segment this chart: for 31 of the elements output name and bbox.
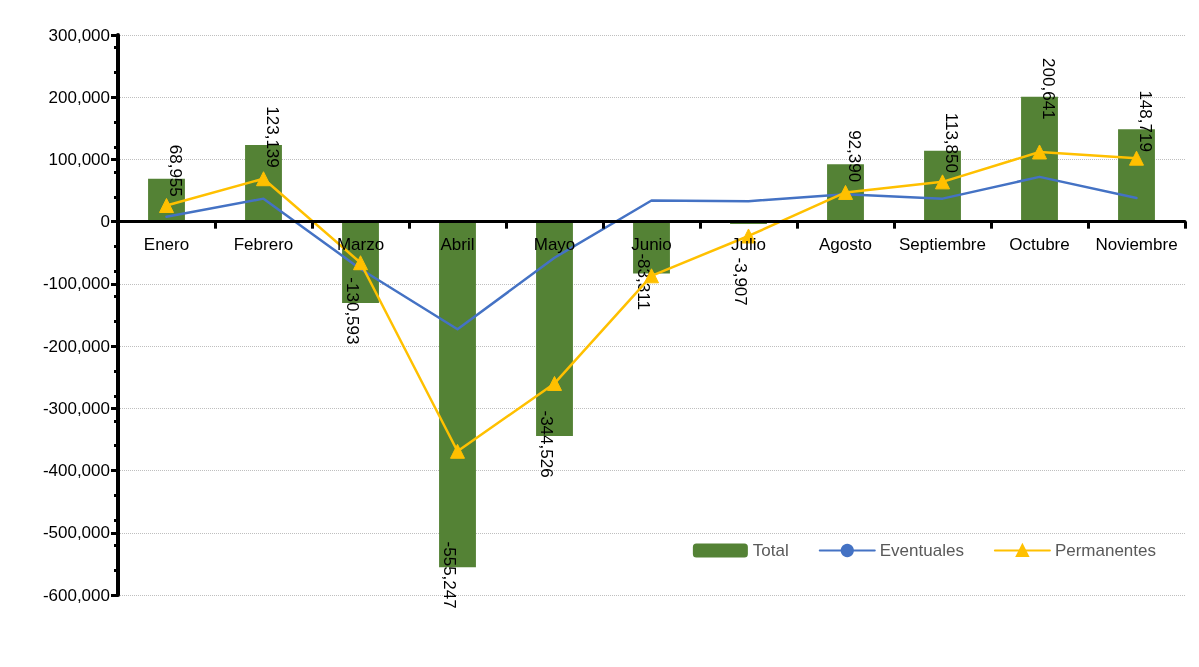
- y-tick-label: -300,000: [42, 398, 110, 418]
- data-label: 92,390: [844, 130, 864, 183]
- x-tick-label: Noviembre: [1095, 234, 1178, 254]
- x-tick-label: Agosto: [819, 234, 872, 254]
- x-tick-label: Enero: [143, 234, 190, 254]
- x-tick-label: Abril: [440, 234, 475, 254]
- data-label: 113,850: [941, 112, 961, 173]
- data-label: -555,247: [439, 541, 459, 609]
- x-tick-label: Febrero: [233, 234, 294, 254]
- y-tick-label: 200,000: [48, 87, 110, 107]
- y-tick-label: -100,000: [42, 274, 110, 294]
- legend-label: Permanentes: [1054, 541, 1157, 560]
- data-label: 123,139: [262, 106, 282, 168]
- y-tick-label: -500,000: [42, 523, 110, 543]
- data-label: -83,311: [633, 253, 653, 310]
- data-label: -344,526: [536, 410, 556, 478]
- data-label: 148,719: [1135, 90, 1155, 152]
- x-tick-label: Octubre: [1009, 234, 1070, 254]
- legend-label: Eventuales: [879, 541, 964, 560]
- y-tick-label: 300,000: [48, 25, 110, 45]
- data-label: 68,955: [165, 144, 185, 197]
- x-tick-label: Septiembre: [899, 234, 986, 254]
- data-label: -130,593: [342, 277, 362, 345]
- legend-label: Total: [752, 541, 789, 560]
- data-label: -3,907: [730, 257, 750, 306]
- data-label: 200,641: [1038, 58, 1058, 120]
- y-tick-label: 100,000: [48, 149, 110, 169]
- y-tick-label: 0: [100, 212, 110, 232]
- y-tick-label: -400,000: [42, 461, 110, 481]
- y-tick-label: -600,000: [42, 585, 110, 605]
- y-tick-label: -200,000: [42, 336, 110, 356]
